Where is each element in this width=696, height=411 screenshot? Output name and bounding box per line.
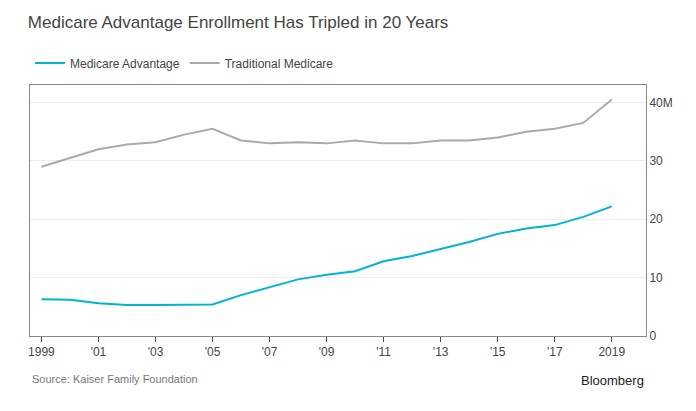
svg-text:0: 0 — [649, 329, 656, 343]
svg-text:Traditional Medicare: Traditional Medicare — [225, 57, 334, 71]
svg-text:'11: '11 — [376, 345, 391, 359]
svg-text:Bloomberg: Bloomberg — [581, 373, 644, 388]
svg-text:20: 20 — [649, 212, 663, 226]
svg-text:'13: '13 — [433, 345, 449, 359]
svg-text:30: 30 — [649, 154, 663, 168]
svg-text:'01: '01 — [91, 345, 107, 359]
svg-text:Medicare Advantage: Medicare Advantage — [70, 57, 180, 71]
svg-text:Medicare Advantage Enrollment: Medicare Advantage Enrollment Has Triple… — [28, 13, 449, 32]
svg-text:2019: 2019 — [598, 345, 625, 359]
svg-text:'05: '05 — [205, 345, 221, 359]
svg-text:'09: '09 — [319, 345, 335, 359]
svg-text:'15: '15 — [490, 345, 506, 359]
svg-text:Source: Kaiser Family Foundati: Source: Kaiser Family Foundation — [32, 373, 198, 385]
svg-text:10: 10 — [649, 271, 663, 285]
svg-text:40M: 40M — [649, 96, 672, 110]
svg-text:1999: 1999 — [28, 345, 55, 359]
svg-text:'03: '03 — [148, 345, 164, 359]
svg-text:'07: '07 — [262, 345, 278, 359]
svg-text:'17: '17 — [547, 345, 563, 359]
